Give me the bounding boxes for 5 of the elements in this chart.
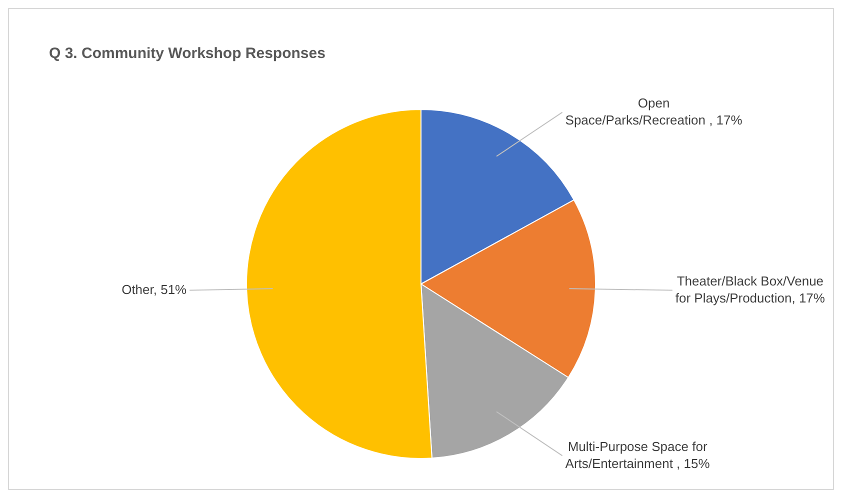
chart-title: Q 3. Community Workshop Responses [49, 45, 326, 62]
slice-label: Theater/Black Box/Venue for Plays/Production, 17% [675, 273, 826, 306]
slice-label: Multi-Purpose Space for Arts/Entertainment , 15% [565, 438, 710, 471]
slice-label: Other, 51% [122, 282, 188, 297]
slice-label: Open Space/Parks/Recreation , 17% [565, 95, 743, 128]
